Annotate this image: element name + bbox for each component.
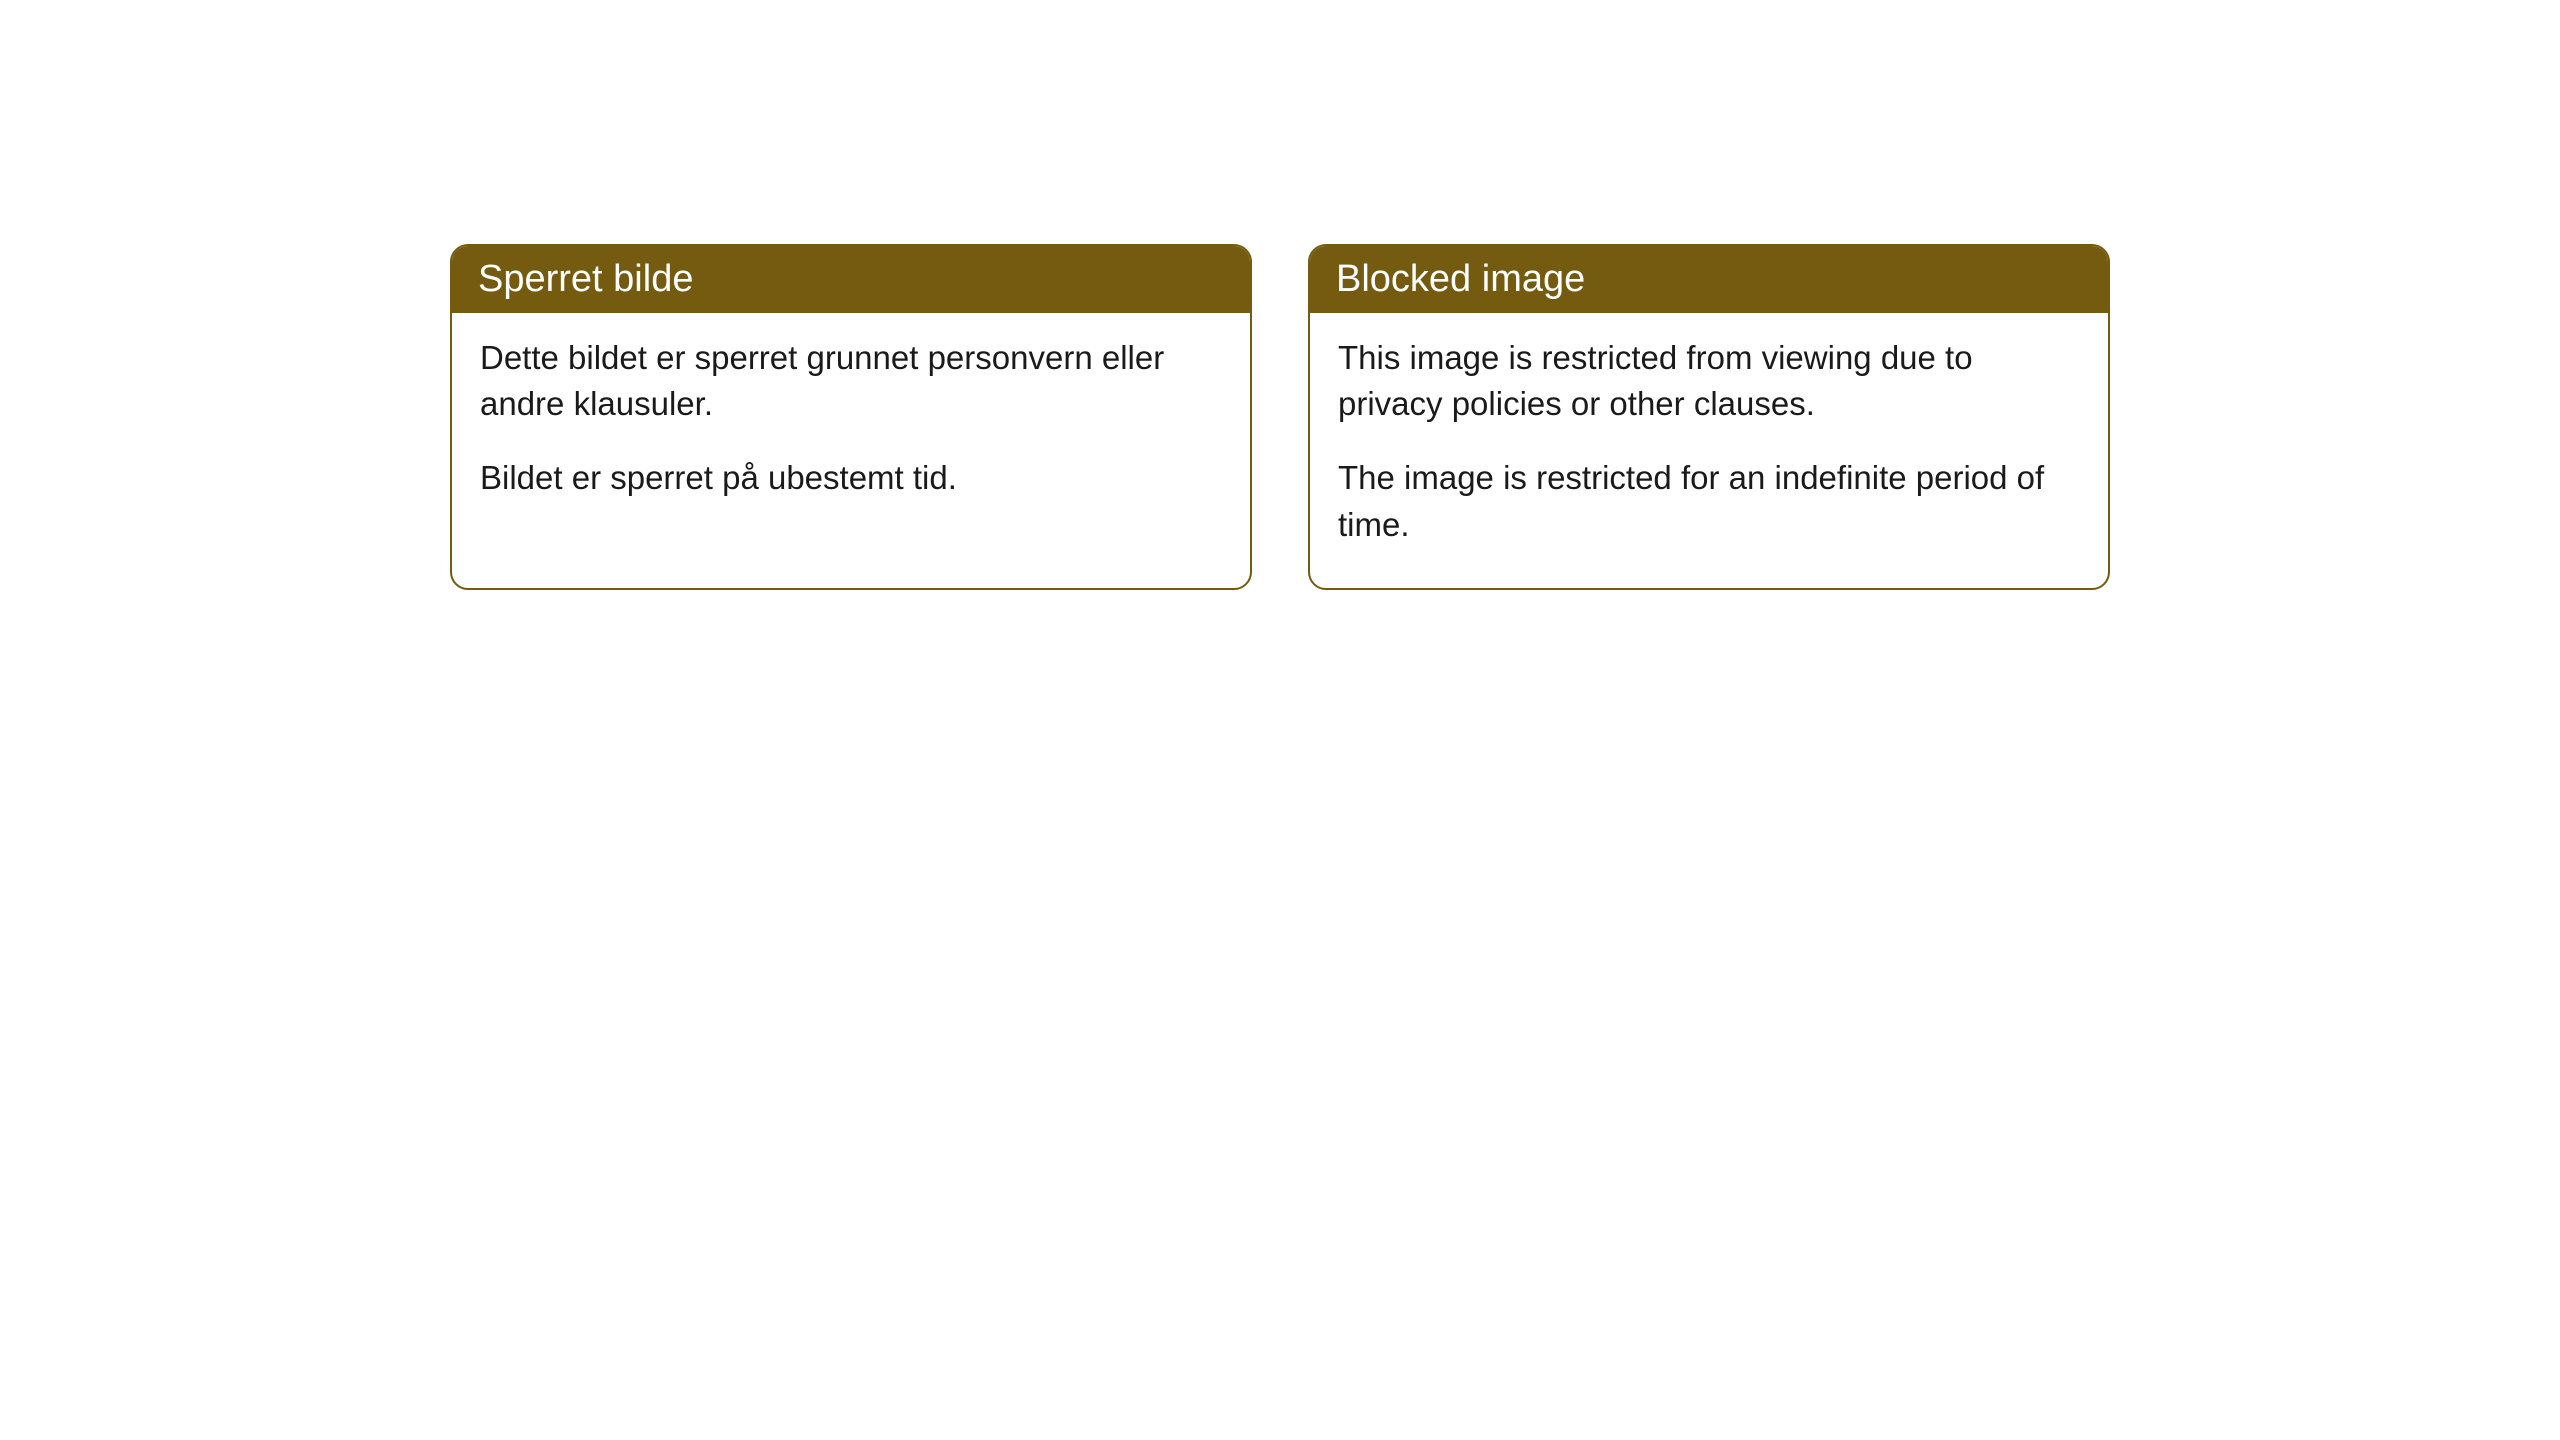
card-text-english-2: The image is restricted for an indefinit… (1338, 455, 2080, 547)
card-header-norwegian: Sperret bilde (452, 246, 1250, 313)
card-header-english: Blocked image (1310, 246, 2108, 313)
card-title-norwegian: Sperret bilde (478, 258, 693, 300)
card-title-english: Blocked image (1336, 258, 1585, 300)
blocked-image-card-english: Blocked image This image is restricted f… (1308, 244, 2110, 590)
blocked-image-card-norwegian: Sperret bilde Dette bildet er sperret gr… (450, 244, 1252, 590)
card-body-english: This image is restricted from viewing du… (1310, 313, 2108, 588)
card-text-english-1: This image is restricted from viewing du… (1338, 335, 2080, 427)
card-body-norwegian: Dette bildet er sperret grunnet personve… (452, 313, 1250, 542)
card-text-norwegian-2: Bildet er sperret på ubestemt tid. (480, 455, 1222, 501)
card-text-norwegian-1: Dette bildet er sperret grunnet personve… (480, 335, 1222, 427)
notice-container: Sperret bilde Dette bildet er sperret gr… (0, 0, 2560, 590)
